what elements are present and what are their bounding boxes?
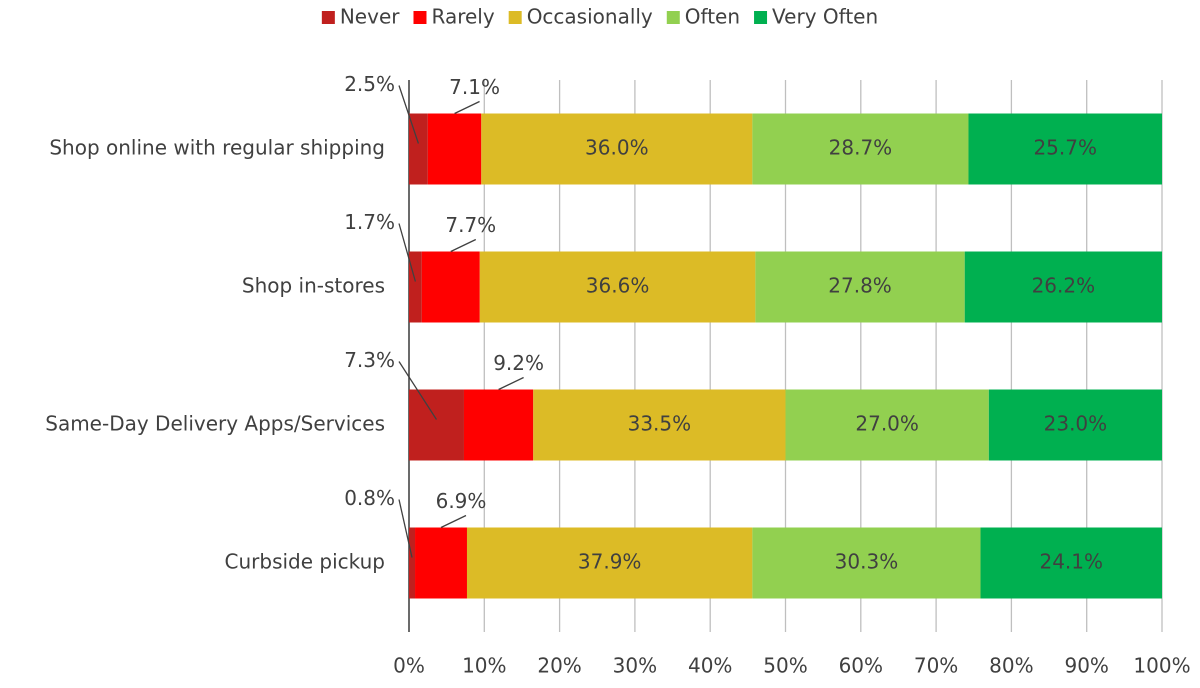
- bar-segment: [988, 389, 1162, 461]
- bar-segment: [752, 113, 969, 185]
- bar-segment: [409, 251, 422, 323]
- legend-label: Very Often: [772, 5, 878, 29]
- data-label: 25.7%: [1033, 136, 1097, 160]
- legend-label: Never: [340, 5, 400, 29]
- category-label: Curbside pickup: [225, 550, 385, 574]
- x-tick-label: 50%: [763, 654, 807, 678]
- bar-segment: [785, 389, 989, 461]
- legend-swatch: [666, 11, 680, 24]
- leader-line: [398, 85, 420, 144]
- bar-segment: [427, 113, 482, 185]
- data-label: 28.7%: [829, 136, 893, 160]
- x-tick-label: 30%: [613, 654, 657, 678]
- data-label: 7.3%: [344, 348, 395, 372]
- data-label: 0.8%: [344, 486, 395, 510]
- legend-label: Often: [685, 5, 740, 29]
- bar-segment: [964, 251, 1162, 323]
- data-label: 24.1%: [1039, 550, 1103, 574]
- leader-line: [498, 376, 524, 391]
- x-tick-label: 100%: [1133, 654, 1190, 678]
- data-label: 9.2%: [493, 351, 544, 375]
- data-label: 26.2%: [1032, 274, 1096, 298]
- legend-swatch: [508, 11, 522, 24]
- data-label: 27.0%: [855, 412, 919, 436]
- data-label: 36.0%: [585, 136, 649, 160]
- bar-segment: [409, 527, 416, 599]
- bar-segment: [980, 527, 1162, 599]
- x-tick-label: 80%: [989, 654, 1033, 678]
- data-label: 6.9%: [436, 489, 487, 513]
- leader-line: [398, 223, 417, 282]
- x-tick-label: 60%: [839, 654, 883, 678]
- category-label: Same-Day Delivery Apps/Services: [45, 412, 385, 436]
- bar-segment: [466, 527, 753, 599]
- leader-line: [398, 361, 438, 420]
- data-label: 27.8%: [828, 274, 892, 298]
- x-tick-label: 10%: [462, 654, 506, 678]
- bar-segment: [421, 251, 480, 323]
- leader-line: [398, 499, 413, 558]
- bar-segment: [481, 113, 753, 185]
- data-label: 2.5%: [344, 72, 395, 96]
- data-label: 33.5%: [628, 412, 692, 436]
- data-label: 7.1%: [449, 75, 500, 99]
- x-tick-label: 20%: [537, 654, 581, 678]
- legend-label: Occasionally: [527, 5, 653, 29]
- data-label: 37.9%: [578, 550, 642, 574]
- bar-segment: [479, 251, 756, 323]
- bar-segment: [533, 389, 786, 461]
- bar-segment: [463, 389, 534, 461]
- leader-line: [450, 238, 477, 253]
- bar-segment: [755, 251, 965, 323]
- legend-swatch: [321, 11, 335, 24]
- legend: Never Rarely Occasionally Often Very Often: [321, 5, 878, 29]
- legend-label: Rarely: [431, 5, 494, 29]
- data-label: 36.6%: [586, 274, 650, 298]
- data-label: 23.0%: [1044, 412, 1108, 436]
- leader-line: [440, 514, 467, 529]
- x-tick-label: 40%: [688, 654, 732, 678]
- x-tick-label: 70%: [914, 654, 958, 678]
- leader-line: [454, 100, 480, 115]
- bar-segment: [968, 113, 1162, 185]
- legend-swatch: [413, 11, 427, 24]
- data-label: 30.3%: [835, 550, 899, 574]
- bar-segment: [409, 389, 464, 461]
- bar-segment: [752, 527, 981, 599]
- x-tick-label: 90%: [1064, 654, 1108, 678]
- x-tick-label: 0%: [393, 654, 425, 678]
- category-label: Shop in-stores: [242, 274, 385, 298]
- data-label: 7.7%: [445, 213, 496, 237]
- category-label: Shop online with regular shipping: [49, 136, 385, 160]
- data-label: 1.7%: [344, 210, 395, 234]
- legend-swatch: [754, 11, 768, 24]
- bar-segment: [415, 527, 467, 599]
